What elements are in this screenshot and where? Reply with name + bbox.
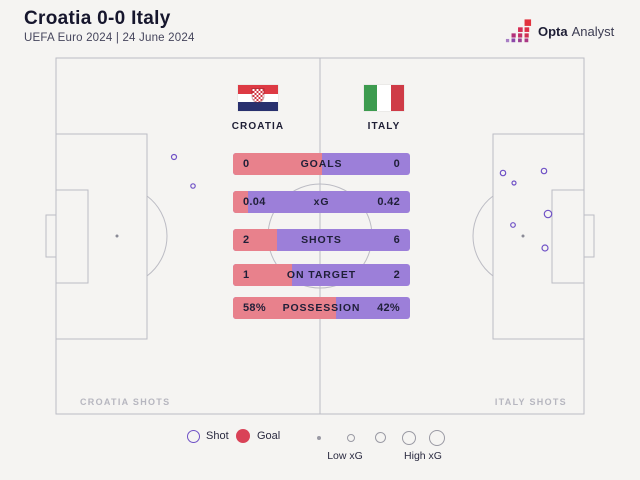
away-stat-value: 0: [393, 158, 400, 170]
stat-row-goals: GOALS 0 0: [233, 153, 410, 175]
xg-scale-dot-5: [429, 430, 445, 446]
stat-label: POSSESSION: [282, 302, 361, 314]
stat-label: SHOTS: [301, 234, 342, 246]
page-subtitle: UEFA Euro 2024 | 24 June 2024: [24, 32, 195, 44]
shot-marker: [540, 167, 548, 175]
logo-analyst-word: Analyst: [571, 24, 615, 39]
stat-row-on-target: ON TARGET 1 2: [233, 264, 410, 286]
stat-row-possession: POSSESSION 58% 42%: [233, 297, 410, 319]
shot-marker: [170, 153, 178, 161]
logo-opta-word: Opta: [538, 24, 568, 39]
opta-analyst-logo: Opta Analyst: [505, 19, 614, 44]
shot-marker: [510, 222, 516, 228]
away-stat-value: 2: [393, 269, 400, 281]
shot-marker: [541, 244, 549, 252]
away-shots-label: ITALY SHOTS: [494, 397, 567, 407]
opta-logo-icon: [505, 19, 532, 43]
page-title: Croatia 0-0 Italy: [24, 8, 171, 29]
home-stat-value: 58%: [243, 302, 266, 314]
home-bar-fill: [233, 264, 292, 286]
high-xg-label: High xG: [404, 450, 442, 462]
home-bar-fill: [233, 297, 336, 319]
home-shots-label: CROATIA SHOTS: [80, 397, 171, 407]
italy-flag: [364, 85, 404, 111]
penalty-spots: [115, 234, 525, 238]
shot-legend-label: Shot: [206, 430, 229, 442]
home-team-name: CROATIA: [231, 121, 285, 132]
xg-scale-dot-3: [375, 432, 386, 443]
stat-label: xG: [313, 196, 330, 208]
shot-legend-icon: [187, 430, 200, 443]
away-stat-value: 42%: [377, 302, 400, 314]
away-stat-value: 6: [393, 234, 400, 246]
shot-marker: [499, 169, 507, 177]
croatia-flag: [238, 85, 278, 112]
shot-marker: [543, 209, 553, 219]
goal-legend-icon: [236, 429, 250, 443]
home-stat-value: 0: [243, 158, 250, 170]
shot-markers-layer: [170, 153, 553, 252]
xg-scale-dot-2: [347, 434, 355, 442]
shot-marker: [511, 180, 517, 186]
croatia-crest: [251, 88, 265, 103]
away-stat-value: 0.42: [377, 196, 400, 208]
xg-scale-dot-1: [317, 436, 321, 440]
home-stat-value: 1: [243, 269, 250, 281]
stat-row-shots: SHOTS 2 6: [233, 229, 410, 251]
opta-logo-text: Opta Analyst: [538, 24, 614, 39]
stat-row-xg: xG 0.04 0.42: [233, 191, 410, 213]
goal-legend-label: Goal: [257, 430, 281, 442]
home-bar-fill: [233, 191, 249, 213]
xg-scale-dot-4: [402, 431, 416, 445]
low-xg-label: Low xG: [327, 450, 363, 462]
stat-label: ON TARGET: [286, 269, 357, 281]
home-stat-value: 2: [243, 234, 250, 246]
home-stat-value: 0.04: [243, 196, 266, 208]
away-team-name: ITALY: [367, 121, 401, 132]
home-bar-fill: [233, 153, 322, 175]
shot-marker: [190, 183, 196, 189]
stats-panel: GOALS 0 0 xG 0.04 0.42 SHOTS 2 6 ON TARGET 1 2 POSSE…: [233, 153, 410, 319]
home-bar-fill: [233, 229, 278, 251]
stat-label: GOALS: [300, 158, 343, 170]
